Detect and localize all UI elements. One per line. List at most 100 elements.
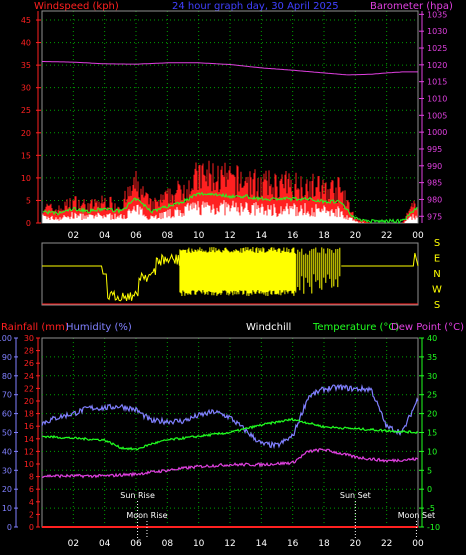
humidity-tick-label: 10 — [2, 504, 12, 513]
p3-x-tick: 16 — [287, 539, 299, 549]
temperature-series — [41, 417, 419, 451]
p3-x-tick: 08 — [162, 539, 174, 549]
windspeed-tick-label: 25 — [21, 106, 31, 115]
annotation-label: Sun Set — [340, 491, 371, 500]
rainfall-tick-label: 24 — [24, 372, 34, 381]
p3-x-tick: 18 — [318, 539, 330, 549]
p3-x-tick: 14 — [256, 539, 268, 549]
humidity-tick-label: 20 — [2, 485, 12, 494]
temperature-tick-label: 30 — [427, 372, 437, 381]
wind-direction-label: S — [434, 300, 440, 311]
rainfall-tick-label: 22 — [24, 384, 34, 393]
humidity-tick-label: 100 — [0, 334, 12, 343]
windspeed-tick-label: 10 — [21, 174, 31, 183]
p1-x-tick: 22 — [381, 231, 392, 241]
p1-x-tick: 12 — [224, 231, 235, 241]
barometer-tick-label: 1010 — [427, 94, 447, 103]
windspeed-tick-label: 30 — [21, 84, 31, 93]
humidity-tick-label: 80 — [2, 372, 12, 381]
rainfall-tick-label: 26 — [24, 359, 34, 368]
dew-point-series — [41, 448, 419, 479]
rainfall-tick-label: 2 — [29, 510, 34, 519]
humidity-tick-label: 50 — [2, 429, 12, 438]
rainfall-axis-title: Rainfall (mm) — [1, 322, 69, 333]
barometer-tick-label: 1020 — [427, 61, 447, 70]
graph-title: 24 hour graph day, 30 April 2025 — [172, 1, 339, 12]
rainfall-tick-label: 14 — [24, 435, 34, 444]
temperature-tick-label: 5 — [427, 466, 432, 475]
temperature-tick-label: 20 — [427, 410, 437, 419]
humidity-tick-label: 70 — [2, 391, 12, 400]
dew-point-label: Dew Point (°C) — [391, 322, 464, 333]
temperature-humidity-panel: 0102030405060708090100024681012141618202… — [0, 334, 440, 549]
p3-x-tick: 00 — [412, 539, 424, 549]
p1-x-tick: 16 — [287, 231, 299, 241]
windspeed-tick-label: 35 — [21, 61, 31, 70]
rainfall-tick-label: 20 — [24, 397, 34, 406]
rainfall-tick-label: 12 — [24, 447, 34, 456]
humidity-tick-label: 40 — [2, 447, 12, 456]
humidity-tick-label: 60 — [2, 410, 12, 419]
wind-direction-dense — [179, 247, 296, 296]
p1-x-tick: 08 — [162, 231, 174, 241]
barometer-tick-label: 1030 — [427, 27, 447, 36]
p1-x-tick: 18 — [318, 231, 330, 241]
p1-x-tick: 04 — [99, 231, 111, 241]
windchill-label: Windchill — [246, 322, 291, 333]
p1-x-tick: 02 — [68, 231, 79, 241]
barometer-tick-label: 1035 — [427, 10, 447, 19]
p2-frame — [41, 242, 419, 306]
windspeed-tick-label: 15 — [21, 151, 31, 160]
rainfall-tick-label: 28 — [24, 347, 34, 356]
barometer-tick-label: 990 — [427, 162, 442, 171]
temperature-tick-label: 0 — [427, 485, 432, 494]
temperature-axis-title: Temperature (°C) — [312, 322, 399, 333]
rainfall-tick-label: 6 — [29, 485, 34, 494]
p3-x-tick: 20 — [350, 539, 362, 549]
barometer-tick-label: 1000 — [427, 128, 447, 137]
temperature-tick-label: 40 — [427, 334, 437, 343]
rainfall-tick-label: 10 — [24, 460, 34, 469]
p3-x-tick: 06 — [130, 539, 142, 549]
p3-x-tick: 12 — [224, 539, 235, 549]
p1-x-tick: 14 — [256, 231, 268, 241]
rainfall-tick-label: 4 — [29, 498, 34, 507]
rainfall-tick-label: 30 — [24, 334, 34, 343]
barometer-tick-label: 1025 — [427, 44, 447, 53]
temperature-tick-label: 25 — [427, 391, 437, 400]
temperature-tick-label: 15 — [427, 429, 437, 438]
barometer-tick-label: 985 — [427, 179, 442, 188]
p1-x-tick: 20 — [350, 231, 362, 241]
p1-x-tick: 00 — [412, 231, 424, 241]
annotation-label: Sun Rise — [120, 491, 155, 500]
p3-x-tick: 02 — [68, 539, 79, 549]
temperature-tick-label: 35 — [427, 353, 437, 362]
annotation-label: Moon Set — [398, 511, 435, 520]
humidity-tick-label: 0 — [7, 523, 12, 532]
wind-direction-label: S — [434, 238, 440, 249]
temperature-tick-label: 10 — [427, 447, 437, 456]
wind-barometer-panel: 0510152025303540459759809859909951000100… — [21, 10, 448, 241]
windspeed-tick-label: 45 — [21, 16, 31, 25]
barometer-tick-label: 980 — [427, 195, 442, 204]
p3-x-tick: 22 — [381, 539, 392, 549]
rainfall-tick-label: 18 — [24, 410, 34, 419]
wind-direction-evening — [341, 252, 419, 267]
rainfall-tick-label: 0 — [29, 523, 34, 532]
rainfall-tick-label: 8 — [29, 473, 34, 482]
barometer-series — [42, 61, 418, 76]
rainfall-tick-label: 16 — [24, 422, 34, 431]
humidity-tick-label: 30 — [2, 466, 12, 475]
windspeed-tick-label: 0 — [26, 219, 31, 228]
p3-x-tick: 10 — [193, 539, 205, 549]
windspeed-mean-series — [42, 191, 418, 225]
p3-x-tick: 04 — [99, 539, 111, 549]
humidity-tick-label: 90 — [2, 353, 12, 362]
windspeed-average-series — [42, 200, 418, 223]
wind-direction-dense-late — [295, 247, 341, 294]
temperature-tick-label: -10 — [427, 523, 440, 532]
p1-x-tick: 06 — [130, 231, 142, 241]
wind-direction-trace — [42, 253, 180, 302]
windspeed-tick-label: 40 — [21, 39, 31, 48]
